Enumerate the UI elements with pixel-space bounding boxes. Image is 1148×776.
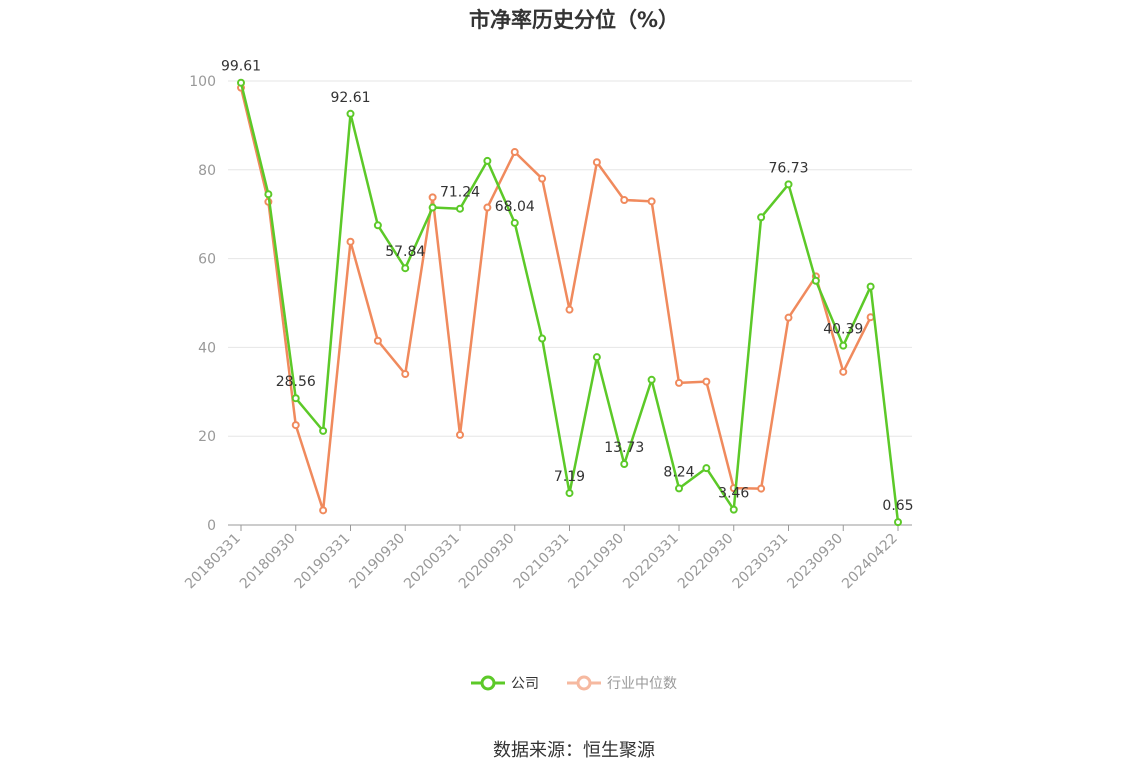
industry-median-series-line: [239, 87, 872, 512]
data-label: 8.24: [663, 464, 694, 480]
line-chart: 0 20 40 60 80 100 2018033120180930201903312019…: [182, 59, 914, 592]
industry-median-data-point: [483, 203, 492, 212]
y-tick-label: 80: [198, 163, 216, 179]
legend-industry-line-icon: [567, 675, 601, 691]
data-label: 57.84: [385, 244, 425, 260]
company-data-point: [510, 218, 519, 227]
industry-median-data-point: [428, 193, 437, 202]
y-tick-label: 0: [207, 518, 216, 534]
data-label: 71.24: [440, 185, 480, 201]
industry-median-data-point: [510, 148, 519, 157]
industry-median-data-point: [839, 367, 848, 376]
data-source-note: 数据来源：恒生聚源: [493, 740, 655, 761]
chart-title: 市净率历史分位（%）: [468, 8, 680, 32]
company-data-point: [237, 78, 245, 87]
data-label: 13.73: [604, 440, 644, 456]
data-label-layer: 99.61 28.56 92.61 57.84 71.24 68.04 7.19 13.73 8…: [221, 59, 914, 514]
y-tick-label: 40: [198, 340, 216, 356]
legend: 公司 行业中位数: [0, 673, 1148, 693]
x-tick-label: 20230930: [784, 531, 846, 593]
company-data-point: [428, 203, 437, 212]
industry-median-data-point: [784, 313, 793, 322]
company-data-point: [346, 109, 355, 118]
company-data-point: [456, 204, 464, 213]
industry-median-data-point: [456, 430, 464, 439]
industry-median-data-point: [757, 484, 766, 493]
x-tick-label: 20220930: [675, 531, 737, 593]
industry-median-data-point: [647, 197, 656, 206]
data-label: 40.39: [823, 322, 863, 338]
industry-median-data-point: [291, 421, 300, 430]
industry-median-data-point: [346, 237, 355, 246]
legend-company-line-icon: [471, 675, 505, 691]
company-data-point: [565, 489, 574, 498]
company-data-point: [784, 180, 793, 189]
x-tick-label: 20210930: [565, 531, 627, 593]
company-data-point: [894, 518, 902, 527]
company-data-point: [647, 375, 656, 384]
x-tick-label: 20180930: [237, 531, 299, 593]
data-label: 76.73: [768, 160, 808, 176]
x-tick-label: 20200331: [401, 531, 463, 593]
industry-median-data-point: [620, 195, 629, 204]
data-label: 99.61: [221, 59, 261, 75]
industry-median-data-point: [401, 370, 410, 379]
grid-layer: [228, 80, 912, 437]
industry-median-data-point: [592, 158, 601, 167]
data-label: 92.61: [330, 90, 370, 106]
industry-median-data-point: [565, 305, 574, 314]
axis-layer: 0 20 40 60 80 100 2018033120180930201903312019…: [182, 74, 912, 592]
x-tick-label: 20240422: [839, 531, 901, 593]
x-tick-label: 20190930: [346, 531, 408, 593]
y-tick-label: 20: [198, 429, 216, 445]
industry-median-data-point: [538, 174, 547, 183]
x-tick-label: 20230331: [730, 531, 792, 593]
x-tick-label: 20200930: [456, 531, 518, 593]
company-data-point: [401, 264, 410, 273]
x-tick-label: 20190331: [292, 531, 354, 593]
legend-item-company[interactable]: 公司: [471, 673, 539, 693]
y-tick-label: 60: [198, 252, 216, 268]
company-data-point: [373, 221, 382, 230]
data-label: 68.04: [495, 199, 535, 215]
data-label: 7.19: [554, 469, 585, 485]
company-data-point: [757, 213, 766, 222]
company-data-point: [866, 282, 875, 291]
legend-item-industry-median[interactable]: 行业中位数: [567, 673, 677, 693]
company-data-point: [620, 460, 629, 469]
company-data-point: [811, 276, 820, 285]
company-data-point: [702, 464, 711, 473]
x-tick-label: 20180331: [182, 531, 244, 593]
company-data-point: [592, 353, 601, 362]
x-tick-label: 20210331: [511, 531, 573, 593]
industry-median-data-point: [373, 336, 382, 345]
industry-median-data-point: [702, 377, 711, 386]
x-tick-label: 20220331: [620, 531, 682, 593]
series-layer: [237, 78, 902, 527]
company-data-point: [675, 484, 683, 493]
legend-company-label: 公司: [511, 676, 539, 692]
data-label: 28.56: [276, 374, 316, 390]
industry-median-data-point: [319, 506, 328, 515]
data-label: 0.65: [882, 498, 913, 514]
company-data-point: [483, 156, 492, 165]
industry-median-data-point: [675, 378, 683, 387]
legend-industry-label: 行业中位数: [607, 676, 677, 692]
data-label: 3.46: [718, 486, 749, 502]
company-data-point: [291, 394, 300, 403]
company-data-point: [319, 426, 328, 435]
company-data-point: [538, 334, 547, 343]
company-data-point: [729, 505, 738, 514]
company-data-point: [839, 341, 848, 350]
y-tick-label: 100: [189, 74, 216, 90]
company-data-point: [264, 190, 273, 199]
